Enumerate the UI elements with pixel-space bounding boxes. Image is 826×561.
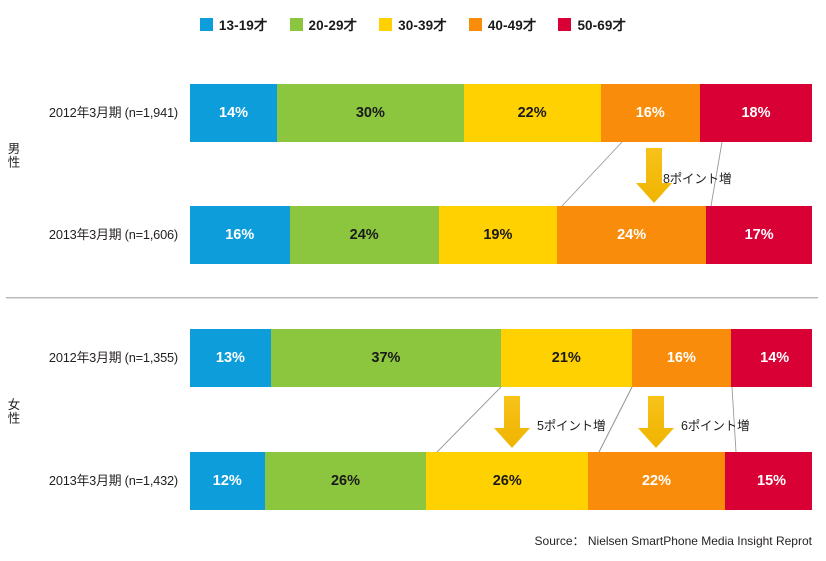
bar-segment-value: 16% — [635, 105, 665, 121]
legend-swatch-icon — [289, 17, 303, 31]
bar-segment-value: 24% — [349, 227, 379, 243]
bar-segment: 15% — [724, 452, 812, 510]
legend-item-label: 40-49才 — [487, 18, 537, 33]
bar-segment-value: 12% — [212, 473, 242, 489]
bar-track-male-2012: 14% 30% 22% 16% 18% — [190, 84, 812, 142]
bar-row-male-2012: 2012年3月期 (n=1,941) 14% 30% 22% 16% 18% — [49, 84, 812, 142]
increase-arrow-female-40s — [638, 396, 674, 448]
bar-segment: 16% — [631, 329, 732, 387]
bar-segment-value: 13% — [215, 350, 245, 366]
group-label-female: 女性 — [0, 398, 26, 428]
bar-label-male-2013: 2013年3月期 (n=1,606) — [48, 227, 178, 242]
bar-segment-value: 16% — [666, 350, 696, 366]
legend-item-20-29才[interactable]: 20-29才 — [289, 14, 358, 34]
bar-track-female-2013: 12% 26% 26% 22% 15% — [190, 452, 812, 510]
legend-item-label: 20-29才 — [308, 18, 358, 33]
bar-segment: 37% — [270, 329, 501, 387]
bar-track-female-2012: 13% 37% 21% 16% 14% — [190, 329, 812, 387]
bar-segment: 12% — [190, 452, 265, 510]
increase-arrow-female-30s — [494, 396, 530, 448]
bar-segment: 18% — [700, 84, 812, 142]
bar-segment: 26% — [426, 452, 589, 510]
legend-swatch-icon — [468, 17, 482, 31]
bar-segment: 24% — [289, 206, 439, 264]
legend-item-30-39才[interactable]: 30-39才 — [379, 14, 447, 34]
legend-swatch-icon — [558, 17, 572, 31]
bar-row-female-2012: 2012年3月期 (n=1,355) 13% 37% 21% 16% 14% — [49, 329, 812, 387]
bar-segment-value: 22% — [641, 473, 671, 489]
bar-segment-value: 19% — [483, 227, 513, 243]
group-label-male: 男性 — [0, 142, 26, 172]
legend-item-label: 50-69才 — [577, 18, 627, 33]
bar-segment-value: 18% — [741, 105, 771, 121]
legend-swatch-icon — [199, 17, 213, 31]
annotation-female-30s: 5ポイント増 — [537, 419, 606, 433]
bar-segment: 26% — [264, 452, 427, 510]
bar-segment: 16% — [190, 206, 290, 264]
bar-row-male-2013: 2013年3月期 (n=1,606) 16% 24% 19% 24% 17% — [49, 206, 812, 264]
bar-segment-value: 21% — [551, 350, 581, 366]
bar-segment-value: 16% — [225, 227, 255, 243]
legend-swatch-icon — [379, 17, 393, 31]
bar-segment: 19% — [438, 206, 557, 264]
source-note: Source： Nielsen SmartPhone Media Insight… — [534, 534, 812, 548]
bar-segment-value: 30% — [355, 105, 385, 121]
legend-item-label: 13-19才 — [218, 18, 268, 33]
bar-segment: 24% — [556, 206, 707, 264]
section-divider — [6, 297, 818, 299]
legend-item-40-49才[interactable]: 40-49才 — [468, 14, 537, 34]
group-label-female-text: 女性 — [5, 398, 20, 425]
bar-segment-value: 14% — [760, 350, 790, 366]
annotation-male-40s: 8ポイント増 — [663, 172, 732, 186]
bar-segment-value: 24% — [617, 227, 647, 243]
bar-segment: 22% — [463, 84, 601, 142]
bar-segment-value: 17% — [744, 227, 774, 243]
bar-row-female-2013: 2013年3月期 (n=1,432) 12% 26% 26% 22% 15% — [49, 452, 812, 510]
bar-segment-value: 22% — [517, 105, 547, 121]
bar-segment-value: 14% — [219, 105, 249, 121]
bar-label-male-2012: 2012年3月期 (n=1,941) — [48, 105, 178, 120]
bar-segment: 22% — [588, 452, 725, 510]
bar-segment-value: 26% — [492, 473, 522, 489]
bar-track-male-2013: 16% 24% 19% 24% 17% — [190, 206, 812, 264]
chart-legend: 13-19才 20-29才 30-39才 40-49才 50-69才 — [0, 14, 826, 34]
bar-segment-value: 37% — [371, 350, 401, 366]
bar-label-female-2012: 2012年3月期 (n=1,355) — [48, 350, 178, 365]
bar-segment: 21% — [500, 329, 632, 387]
bar-segment: 14% — [190, 84, 278, 142]
legend-item-50-69才[interactable]: 50-69才 — [558, 14, 626, 34]
bar-segment: 17% — [706, 206, 812, 264]
bar-segment: 14% — [731, 329, 812, 387]
bar-label-female-2013: 2013年3月期 (n=1,432) — [48, 473, 178, 488]
group-label-male-text: 男性 — [5, 142, 20, 169]
legend-item-label: 30-39才 — [398, 18, 447, 33]
bar-segment: 30% — [277, 84, 464, 142]
bar-segment: 16% — [600, 84, 701, 142]
bar-segment: 13% — [190, 329, 271, 387]
annotation-female-40s: 6ポイント増 — [681, 419, 750, 433]
legend-item-13-19才[interactable]: 13-19才 — [199, 14, 268, 34]
bar-segment-value: 26% — [330, 473, 360, 489]
bar-segment-value: 15% — [757, 473, 787, 489]
